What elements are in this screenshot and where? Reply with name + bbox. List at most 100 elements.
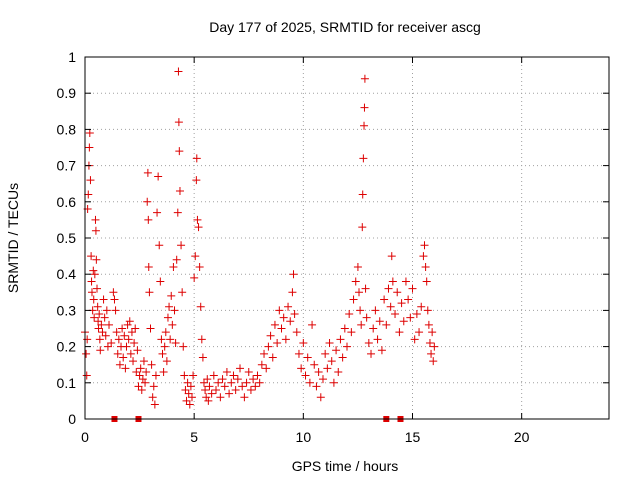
data-point [157, 335, 166, 344]
data-point [312, 382, 321, 391]
data-point [107, 338, 116, 347]
data-point [173, 208, 182, 217]
data-point [149, 382, 158, 391]
data-point [87, 277, 96, 286]
data-point [96, 346, 105, 355]
data-point [420, 241, 429, 250]
data-point [204, 396, 213, 405]
data-point [156, 277, 165, 286]
data-point [160, 342, 169, 351]
data-point [162, 357, 171, 366]
data-point [100, 313, 109, 322]
data-point [141, 378, 150, 387]
data-point [345, 310, 354, 319]
data-point [419, 252, 428, 261]
data-point [182, 396, 191, 405]
y-tick-label: 0.7 [57, 158, 77, 174]
data-point [257, 360, 266, 369]
data-point [351, 277, 360, 286]
data-point [275, 306, 284, 315]
data-point [349, 295, 358, 304]
data-point [325, 338, 334, 347]
data-point [255, 378, 264, 387]
data-point [397, 299, 406, 308]
data-point [136, 364, 145, 373]
data-point [89, 295, 98, 304]
data-point [273, 338, 282, 347]
y-tick-label: 0.3 [57, 302, 77, 318]
data-point [120, 331, 129, 340]
data-point [205, 382, 214, 391]
data-point [422, 277, 431, 286]
data-point [179, 342, 188, 351]
data-point [114, 335, 123, 344]
data-point [184, 389, 193, 398]
data-point [129, 357, 138, 366]
data-point [251, 382, 260, 391]
data-point [191, 252, 200, 261]
data-points [81, 67, 439, 409]
data-point [84, 190, 93, 199]
data-point [174, 67, 183, 76]
data-point [154, 172, 163, 181]
data-point [292, 328, 301, 337]
data-point [334, 367, 343, 376]
data-point [150, 400, 159, 409]
data-point [355, 288, 364, 297]
data-point [373, 335, 382, 344]
data-point [406, 313, 415, 322]
data-point [192, 176, 201, 185]
data-point [297, 364, 306, 373]
data-point [214, 378, 223, 387]
data-point [347, 328, 356, 337]
data-point [118, 324, 127, 333]
data-point [197, 335, 206, 344]
data-point [113, 349, 122, 358]
data-point [101, 331, 110, 340]
data-point [360, 74, 369, 83]
data-point [281, 335, 290, 344]
data-point [340, 324, 349, 333]
data-point [404, 295, 413, 304]
data-point [137, 386, 146, 395]
data-point [231, 386, 240, 395]
data-point [415, 328, 424, 337]
data-point [290, 310, 299, 319]
data-point [135, 371, 144, 380]
data-point [85, 143, 94, 152]
data-point [218, 375, 227, 384]
data-point [338, 353, 347, 362]
data-point [220, 382, 229, 391]
data-point [89, 266, 98, 275]
x-tick-label: 5 [190, 429, 198, 445]
x-tick-label: 10 [296, 429, 312, 445]
data-point [240, 393, 249, 402]
y-tick-label: 0.9 [57, 85, 77, 101]
data-point [386, 302, 395, 311]
data-point [103, 342, 112, 351]
data-point [382, 320, 391, 329]
data-point [163, 313, 172, 322]
data-point [279, 313, 288, 322]
data-point [417, 302, 426, 311]
data-point [209, 371, 218, 380]
data-point [201, 386, 210, 395]
data-point [222, 367, 231, 376]
x-tick-labels: 0 5 10 15 20 [81, 429, 530, 445]
data-point [175, 186, 184, 195]
y-tick-label: 1 [68, 49, 76, 65]
data-point [428, 328, 437, 337]
data-point [124, 335, 133, 344]
data-point [143, 197, 152, 206]
data-point [193, 215, 202, 224]
data-point [186, 382, 195, 391]
data-point [125, 317, 134, 326]
x-tick-label: 20 [514, 429, 530, 445]
data-point [131, 324, 140, 333]
data-point [102, 306, 111, 315]
data-point [327, 357, 336, 366]
data-point [310, 360, 319, 369]
x-tick-label: 15 [405, 429, 421, 445]
